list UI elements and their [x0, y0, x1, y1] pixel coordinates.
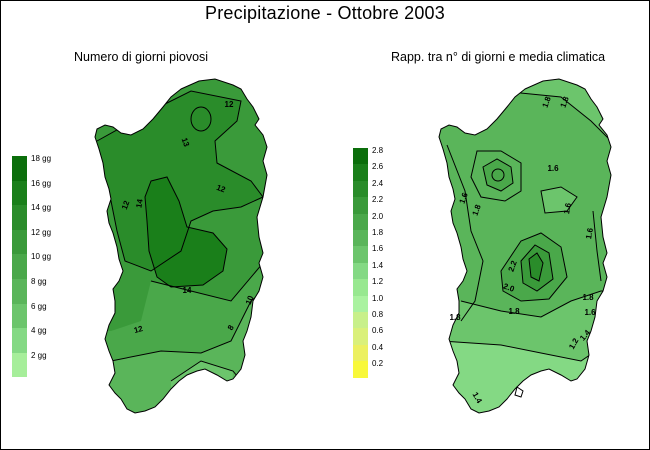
legend-label: 0.4: [372, 342, 384, 352]
legend-swatch: [353, 246, 368, 263]
legend-swatch: [353, 295, 368, 312]
legend-swatch: [12, 156, 27, 181]
contour-label: 1.8: [541, 95, 553, 109]
legend-swatch: [353, 344, 368, 362]
legend-swatch: [353, 197, 368, 214]
contour-label: 1.8: [508, 307, 520, 316]
legend-label: 1.4: [372, 260, 384, 270]
contour-label: 13: [180, 136, 192, 148]
contour-label: 14: [134, 198, 145, 209]
legend-swatch: [12, 328, 27, 353]
legend-label: 2 gg: [31, 350, 47, 360]
legend-swatch: [353, 148, 368, 165]
legend-swatch: [353, 230, 368, 247]
legend-swatch: [353, 279, 368, 296]
legend-swatch: [353, 312, 368, 329]
legend-label: 2.8: [372, 146, 384, 155]
figure-title: Precipitazione - Ottobre 2003: [205, 3, 445, 23]
ratio-map: 1.8 1.8 1.6 1.6 1.6 1.8 1.6 2.2 2.0 1.8 …: [438, 78, 612, 414]
contour-label: 1.8: [449, 313, 461, 322]
contour-label: 1.6: [562, 202, 573, 215]
contour-label: 8: [226, 323, 236, 332]
legend-label: 2.2: [372, 195, 384, 205]
legend-swatch: [12, 303, 27, 329]
contour-label: 1.8: [471, 203, 483, 217]
legend-label: 18 gg: [31, 154, 52, 163]
legend-label: 0.2: [372, 359, 384, 369]
legend-swatch: [12, 180, 27, 206]
legend-swatch: [353, 213, 368, 230]
legend-label: 10 gg: [31, 252, 52, 262]
contour-label: 12: [133, 324, 144, 335]
contour-label: 14: [183, 286, 192, 295]
legend-label: 2.6: [372, 162, 384, 172]
legend-swatch: [12, 205, 27, 230]
legend-label: 0.8: [372, 310, 384, 319]
legend-label: 16 gg: [31, 178, 52, 188]
legend-swatch: [12, 279, 27, 304]
left-map-subtitle: Numero di giorni piovosi: [74, 50, 209, 64]
contour-label: 12: [225, 100, 234, 109]
legend-label: 14 gg: [31, 203, 52, 213]
contour-label: 1.6: [547, 164, 559, 173]
rainy-days-map: 12 13 12 14 12 14 10 8 12: [94, 78, 268, 414]
legend-label: 1.8: [372, 228, 384, 237]
contour-label: 2.2: [507, 259, 519, 273]
legend-swatch: [353, 164, 368, 181]
legend-label: 2.0: [372, 211, 384, 221]
right-map-subtitle: Rapp. tra n° di giorni e media climatica: [391, 50, 606, 64]
legend-label: 8 gg: [31, 277, 47, 286]
legend-label: 1.2: [372, 277, 384, 287]
legend-swatch: [353, 328, 368, 345]
contour-label: 2.0: [502, 282, 516, 294]
contour-label: 1.6: [584, 308, 596, 317]
contour-label: 10: [244, 294, 256, 306]
legend-swatch: [353, 180, 368, 198]
legend-label: 2.4: [372, 178, 384, 188]
legend-swatch: [353, 361, 368, 378]
contour-label: 1.8: [559, 95, 571, 109]
legend-swatch: [353, 262, 368, 280]
contour-label: 12: [120, 199, 132, 211]
legend-label: 12 gg: [31, 227, 52, 237]
contour-label: 1.6: [458, 191, 470, 205]
legend-label: 6 gg: [31, 301, 47, 311]
contour-label: 1.8: [582, 293, 594, 302]
legend-label: 1.0: [372, 293, 384, 303]
legend-label: 4 gg: [31, 326, 47, 336]
legend-swatch: [12, 352, 27, 378]
legend-swatch: [12, 254, 27, 279]
legend-label: 1.6: [372, 244, 384, 254]
legend-label: 0.6: [372, 326, 384, 336]
contour-label: 1.6: [584, 227, 595, 240]
contour-label: 12: [215, 183, 227, 195]
legend-swatch: [12, 229, 27, 255]
